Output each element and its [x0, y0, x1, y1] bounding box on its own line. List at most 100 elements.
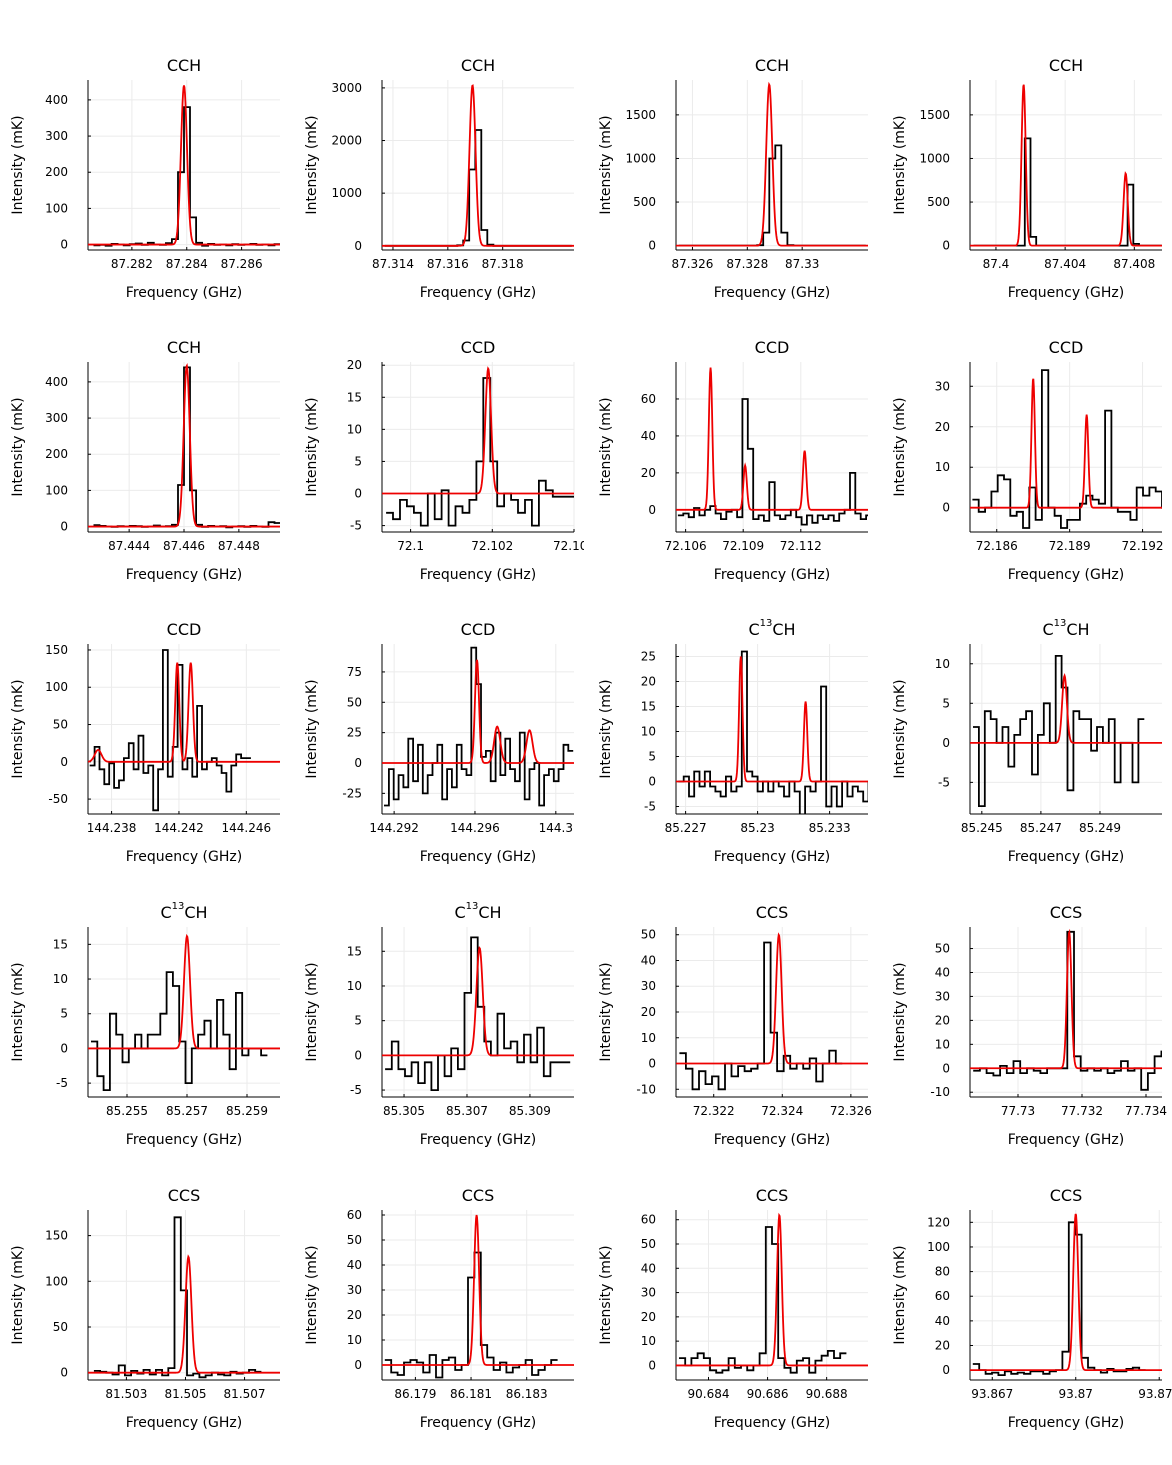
x-axis-title: Frequency (GHz): [420, 567, 536, 583]
panel-title: CCD: [1049, 338, 1084, 357]
panel-title: C13CH: [748, 618, 795, 639]
x-tick-label: 93.873: [1138, 1387, 1172, 1401]
y-tick-label: 15: [53, 937, 68, 951]
spectrum-chart: 85.227 85.23 85.233 -5 0 5 10 15 20 25 Frequency (…: [598, 618, 868, 865]
y-axis-title: Intensity (mK): [598, 115, 614, 214]
model-fit-line: [970, 378, 1162, 509]
x-tick-label: 144.292: [369, 821, 419, 835]
y-tick-label: 1000: [919, 151, 950, 165]
y-tick-label: 0: [942, 239, 950, 253]
panel-title: CCS: [462, 1186, 495, 1205]
x-tick-label: 85.245: [961, 821, 1003, 835]
spectrum-chart: 93.867 93.87 93.873 0 20 40 60 80 100 120 Frequenc…: [892, 1186, 1172, 1431]
spectrum-chart: 90.684 90.686 90.688 0 10 20 30 40 50 60 Frequency…: [598, 1186, 868, 1431]
spectrum-chart: 87.314 87.316 87.318 0 1000 2000 3000 Frequency…: [304, 56, 574, 301]
y-tick-label: 25: [641, 650, 656, 664]
spectrum-panel-18: 86.179 86.181 86.183 0 10 20 30 40 50 60 Frequency…: [294, 1180, 584, 1463]
y-tick-label: 10: [935, 1037, 950, 1051]
y-tick-label: 0: [60, 238, 68, 252]
model-fit-line: [382, 659, 574, 764]
y-tick-label: 80: [935, 1265, 950, 1279]
x-tick-label: 72.104: [553, 539, 584, 553]
y-tick-label: 10: [641, 1334, 656, 1348]
x-tick-label: 85.23: [740, 821, 774, 835]
x-tick-label: 87.328: [726, 257, 768, 271]
spectrum-panel-10: 144.292 144.296 144.3 -25 0 25 50 75 Frequency (…: [294, 614, 584, 897]
panel-title: CCS: [1050, 1186, 1083, 1205]
y-tick-label: 200: [45, 165, 68, 179]
x-axis-title: Frequency (GHz): [1008, 1132, 1124, 1148]
y-tick-label: -10: [930, 1085, 950, 1099]
x-tick-label: 72.189: [1049, 539, 1091, 553]
x-tick-label: 90.686: [747, 1387, 789, 1401]
x-axis-title: Frequency (GHz): [420, 1415, 536, 1431]
model-fit-line: [970, 84, 1162, 247]
y-tick-label: 20: [935, 420, 950, 434]
y-tick-label: 20: [935, 1339, 950, 1353]
x-tick-label: 144.246: [222, 821, 272, 835]
spectrum-chart: 85.305 85.307 85.309 -5 0 5 10 15 Frequency (GHz…: [304, 901, 574, 1148]
y-tick-label: 20: [641, 675, 656, 689]
panel-title: C13CH: [1042, 618, 1089, 639]
y-tick-label: -5: [644, 800, 656, 814]
x-tick-label: 87.33: [785, 257, 819, 271]
y-tick-label: 40: [935, 1314, 950, 1328]
observed-spectrum-line: [679, 941, 843, 1091]
panel-title: CCH: [755, 56, 789, 75]
spectrum-chart: 72.1 72.102 72.104 -5 0 5 10 15 20 Frequency (GHz…: [304, 338, 584, 583]
spectrum-panel-19: 90.684 90.686 90.688 0 10 20 30 40 50 60 Frequency…: [588, 1180, 878, 1463]
x-tick-label: 87.282: [111, 257, 153, 271]
x-tick-label: 77.732: [1061, 1104, 1103, 1118]
y-axis-title: Intensity (mK): [892, 115, 908, 214]
spectrum-panel-3: 87.326 87.328 87.33 0 500 1000 1500 Frequency (…: [588, 50, 878, 333]
model-fit-line: [676, 81, 868, 247]
y-tick-label: 20: [641, 466, 656, 480]
y-tick-label: 10: [641, 725, 656, 739]
model-fit-line: [970, 672, 1162, 744]
y-tick-label: 100: [45, 680, 68, 694]
x-axis-title: Frequency (GHz): [1008, 285, 1124, 301]
y-tick-label: 0: [60, 520, 68, 534]
y-tick-label: 1000: [331, 186, 362, 200]
panel-title: CCH: [1049, 56, 1083, 75]
model-fit-line: [970, 1213, 1162, 1372]
spectrum-chart: 81.503 81.505 81.507 0 50 100 150 Frequency (GH…: [10, 1186, 280, 1431]
y-tick-label: 15: [641, 700, 656, 714]
model-fit-line: [382, 945, 574, 1057]
y-axis-title: Intensity (mK): [598, 397, 614, 496]
y-tick-label: 0: [648, 775, 656, 789]
spectrum-panel-14: 85.305 85.307 85.309 -5 0 5 10 15 Frequency (GHz…: [294, 897, 584, 1180]
x-tick-label: 72.112: [780, 539, 822, 553]
x-tick-label: 85.247: [1020, 821, 1062, 835]
observed-spectrum-line: [677, 398, 868, 526]
y-tick-label: 20: [641, 1310, 656, 1324]
y-axis-title: Intensity (mK): [892, 397, 908, 496]
x-tick-label: 144.242: [154, 821, 204, 835]
x-tick-label: 87.284: [166, 257, 208, 271]
x-tick-label: 87.404: [1044, 257, 1086, 271]
x-tick-label: 77.734: [1125, 1104, 1167, 1118]
observed-spectrum-line: [91, 971, 268, 1091]
y-tick-label: -50: [48, 792, 68, 806]
panel-title: C13CH: [160, 901, 207, 922]
y-tick-label: 0: [354, 239, 362, 253]
spectrum-panel-9: 144.238 144.242 144.246 -50 0 50 100 150 Frequen…: [0, 614, 290, 897]
model-fit-line: [88, 85, 280, 246]
panel-title: CCD: [461, 338, 496, 357]
model-fit-line: [88, 933, 280, 1050]
y-tick-label: 0: [942, 501, 950, 515]
x-tick-label: 86.183: [506, 1387, 548, 1401]
y-tick-label: 40: [641, 953, 656, 967]
spectrum-chart: 77.73 77.732 77.734 -10 0 10 20 30 40 50 Frequency…: [892, 903, 1167, 1148]
y-tick-label: 50: [935, 942, 950, 956]
x-tick-label: 72.322: [693, 1104, 735, 1118]
y-tick-label: 400: [45, 93, 68, 107]
x-tick-label: 72.186: [976, 539, 1018, 553]
y-tick-label: -5: [350, 519, 362, 533]
y-tick-label: 5: [60, 1007, 68, 1021]
panel-title: CCS: [756, 1186, 789, 1205]
x-axis-title: Frequency (GHz): [714, 849, 830, 865]
x-tick-label: 93.867: [971, 1387, 1013, 1401]
x-tick-label: 144.296: [450, 821, 500, 835]
